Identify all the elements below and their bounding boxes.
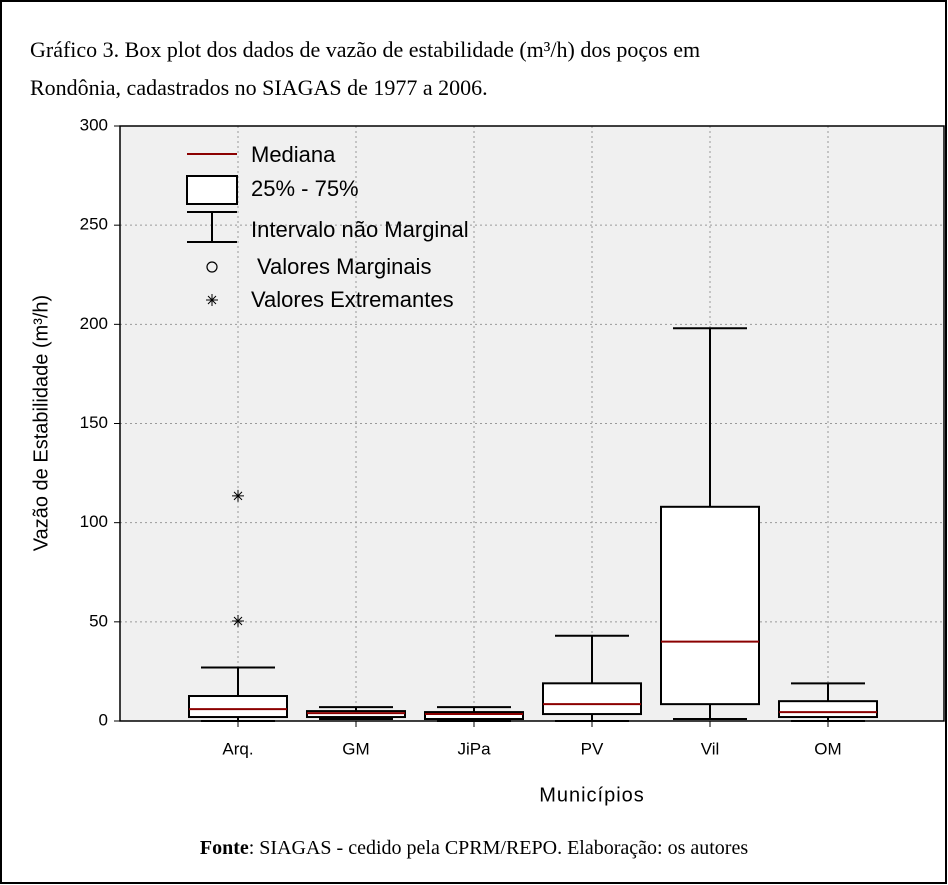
- legend-box-symbol: [186, 175, 238, 205]
- x-tick-label: Arq.: [222, 739, 253, 758]
- y-tick-label: 200: [80, 314, 108, 333]
- legend-outlier-symbol: [206, 261, 218, 273]
- x-tick-label: OM: [814, 739, 841, 758]
- source-text: : SIAGAS - cedido pela CPRM/REPO. Elabor…: [249, 837, 749, 859]
- y-tick-label: 100: [80, 512, 108, 531]
- legend-whisker-symbol: [187, 211, 237, 243]
- extreme-point: [232, 615, 244, 628]
- box: [424, 711, 524, 721]
- y-axis-label: Vazão de Estabilidade (m³/h): [30, 295, 52, 551]
- x-tick-label: JiPa: [457, 739, 491, 758]
- source-label: Fonte: [200, 837, 249, 859]
- legend-label: Valores Extremantes: [251, 287, 454, 312]
- x-tick-label: PV: [581, 739, 604, 758]
- y-tick-label: 150: [80, 413, 108, 432]
- legend-label: Valores Marginais: [257, 254, 431, 279]
- plot-layer: [120, 125, 944, 722]
- chart-title: Gráfico 3. Box plot dos dados de vazão d…: [30, 37, 700, 62]
- legend-label: Mediana: [251, 142, 336, 167]
- box: [188, 695, 288, 719]
- extreme-point: [232, 489, 244, 502]
- chart-title: Rondônia, cadastrados no SIAGAS de 1977 …: [30, 75, 488, 100]
- y-tick-label: 50: [89, 611, 108, 630]
- x-tick-label: Vil: [701, 739, 720, 758]
- source-note: Fonte: SIAGAS - cedido pela CPRM/REPO. E…: [200, 837, 748, 859]
- legend-label: 25% - 75%: [251, 176, 359, 201]
- box: [778, 700, 878, 719]
- legend-extreme-symbol: [206, 294, 218, 306]
- box: [542, 682, 642, 716]
- legend: Mediana 25% - 75% Intervalo não Marginal…: [186, 142, 469, 312]
- y-tick-label: 0: [99, 710, 108, 729]
- x-axis-label: Municípios: [539, 784, 645, 806]
- legend-label: Intervalo não Marginal: [251, 217, 469, 242]
- y-tick-label: 250: [80, 215, 108, 234]
- box: [660, 505, 760, 706]
- x-tick-label: GM: [342, 739, 369, 758]
- y-tick-label: 300: [80, 115, 108, 134]
